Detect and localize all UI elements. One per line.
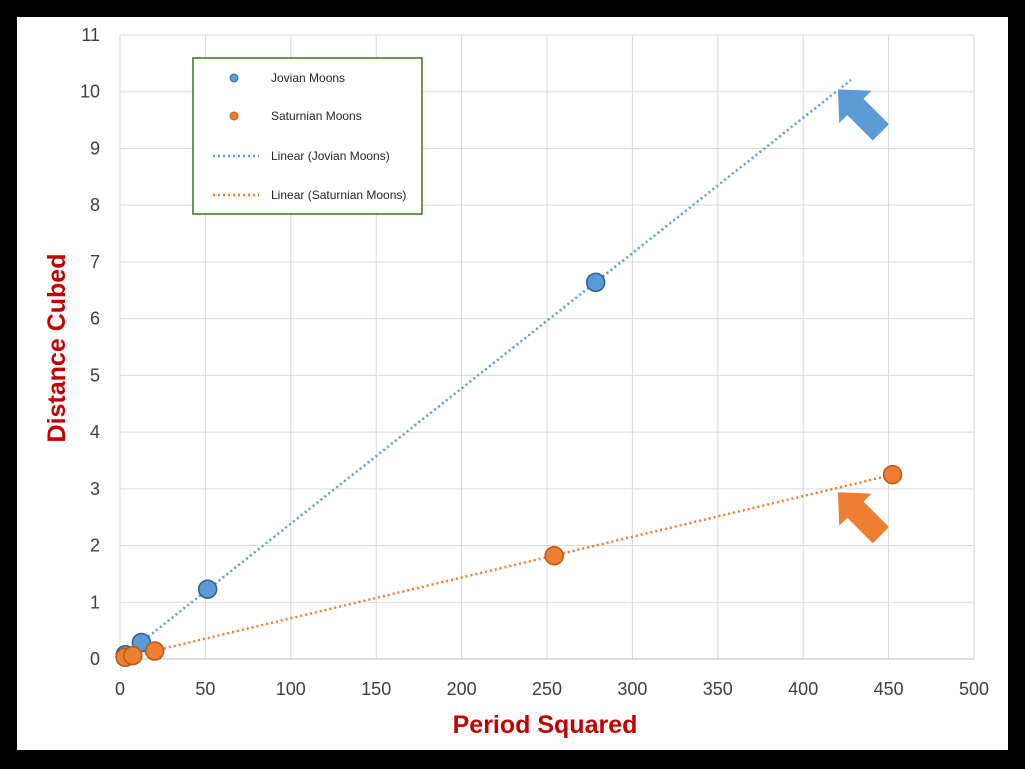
y-tick-label: 2 (90, 536, 100, 556)
y-tick-label: 7 (90, 252, 100, 272)
trendline-1 (124, 472, 898, 659)
y-tick-label: 4 (90, 422, 100, 442)
chart-frame: 0 50 100 150 200 250 300 350 400 450 500 0 1 2 3 4 5 6 7 8 9… (17, 17, 1008, 750)
legend-marker-jovian (229, 73, 239, 83)
legend-label-jovian: Jovian Moons (271, 71, 345, 85)
legend-label-trend-jovian: Linear (Jovian Moons) (271, 149, 390, 163)
x-tick-label: 450 (874, 679, 904, 699)
y-tick-label: 9 (90, 138, 100, 158)
annotation-arrows (836, 88, 891, 545)
data-point-series-1 (144, 641, 165, 661)
y-axis-title: Distance Cubed (43, 254, 71, 443)
y-tick-label: 0 (90, 649, 100, 669)
x-tick-label: 100 (276, 679, 306, 699)
y-tick-label: 5 (90, 365, 100, 385)
scatter-chart: 0 50 100 150 200 250 300 350 400 450 500 0 1 2 3 4 5 6 7 8 9… (43, 25, 989, 739)
y-tick-label: 11 (81, 25, 100, 45)
x-axis-title: Period Squared (453, 711, 638, 739)
legend-label-saturnian: Saturnian Moons (271, 109, 362, 123)
y-tick-label: 8 (90, 195, 100, 215)
x-tick-label: 150 (361, 679, 391, 699)
legend-marker-saturnian (229, 111, 239, 121)
data-point-series-0 (197, 579, 218, 599)
x-tick-label: 500 (959, 679, 989, 699)
data-points (115, 272, 903, 668)
y-tick-label: 10 (80, 82, 100, 102)
legend-label-trend-saturnian: Linear (Saturnian Moons) (271, 188, 406, 202)
legend: Jovian Moons Saturnian Moons Linear (Jov… (192, 57, 423, 215)
trendlines (124, 78, 898, 659)
y-tick-label: 3 (90, 479, 100, 499)
y-tick-label: 6 (90, 309, 100, 329)
x-tick-label: 50 (195, 679, 215, 699)
data-point-series-1 (123, 645, 143, 666)
x-tick-label: 250 (532, 679, 562, 699)
x-tick-label: 0 (115, 679, 125, 699)
tick-labels: 0 50 100 150 200 250 300 350 400 450 500 0 1 2 3 4 5 6 7 8 9… (80, 25, 989, 699)
trendline-0 (127, 78, 852, 654)
y-tick-label: 1 (90, 592, 100, 612)
data-point-series-1 (544, 546, 564, 566)
x-tick-label: 300 (617, 679, 647, 699)
arrow-1 (836, 491, 891, 545)
legend-box (192, 57, 423, 215)
x-tick-label: 350 (703, 679, 733, 699)
data-point-series-1 (882, 464, 903, 485)
grid (119, 34, 975, 660)
data-point-series-0 (585, 272, 606, 293)
arrow-0 (836, 88, 891, 142)
x-tick-label: 400 (788, 679, 818, 699)
x-tick-label: 200 (447, 679, 477, 699)
